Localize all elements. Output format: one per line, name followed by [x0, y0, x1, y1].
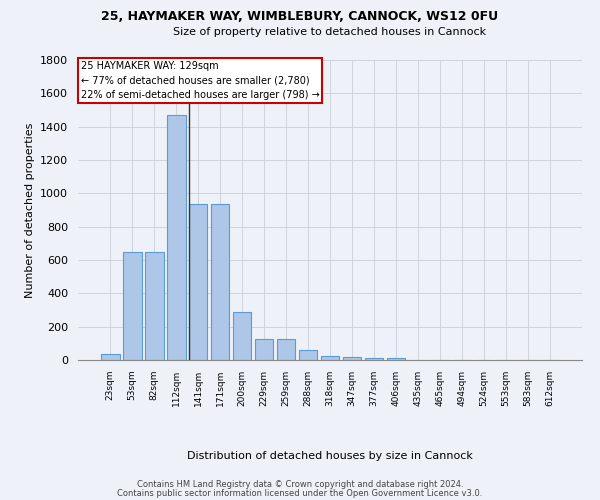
Title: Size of property relative to detached houses in Cannock: Size of property relative to detached ho…: [173, 27, 487, 37]
Text: 25, HAYMAKER WAY, WIMBLEBURY, CANNOCK, WS12 0FU: 25, HAYMAKER WAY, WIMBLEBURY, CANNOCK, W…: [101, 10, 499, 23]
X-axis label: Distribution of detached houses by size in Cannock: Distribution of detached houses by size …: [187, 450, 473, 460]
Text: Contains HM Land Registry data © Crown copyright and database right 2024.: Contains HM Land Registry data © Crown c…: [137, 480, 463, 489]
Bar: [145, 252, 164, 360]
Bar: [365, 358, 383, 360]
Bar: [255, 339, 274, 360]
Bar: [320, 356, 340, 360]
Bar: [233, 312, 251, 360]
Bar: [386, 358, 405, 360]
Bar: [189, 204, 208, 360]
Text: Contains public sector information licensed under the Open Government Licence v3: Contains public sector information licen…: [118, 488, 482, 498]
Text: 25 HAYMAKER WAY: 129sqm
← 77% of detached houses are smaller (2,780)
22% of semi: 25 HAYMAKER WAY: 129sqm ← 77% of detache…: [80, 60, 319, 100]
Bar: [277, 339, 295, 360]
Bar: [343, 356, 361, 360]
Bar: [167, 115, 185, 360]
Bar: [123, 252, 142, 360]
Y-axis label: Number of detached properties: Number of detached properties: [25, 122, 35, 298]
Bar: [211, 204, 229, 360]
Bar: [299, 350, 317, 360]
Bar: [101, 354, 119, 360]
